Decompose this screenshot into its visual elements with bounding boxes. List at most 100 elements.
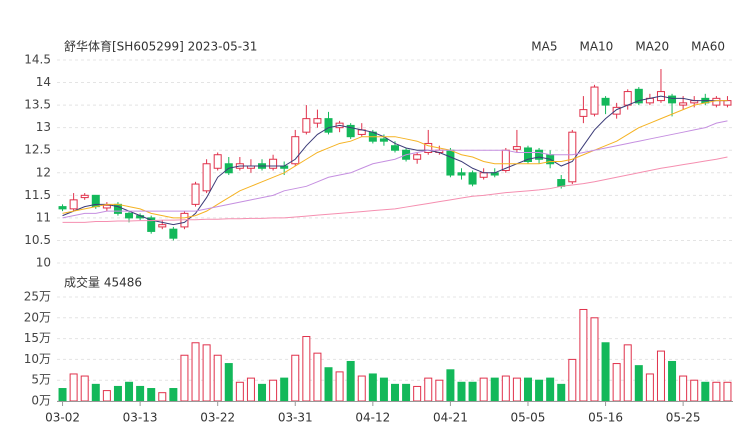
- candle-body: [623, 91, 632, 106]
- volume-bar: [501, 375, 510, 402]
- y-tick-label: 14: [36, 75, 51, 89]
- volume-bar: [125, 381, 134, 402]
- volume-bar: [357, 375, 366, 402]
- volume-bar: [368, 373, 377, 402]
- y-tick-label: 13.5: [24, 98, 51, 112]
- candle-body: [169, 228, 178, 239]
- volume-bar: [457, 381, 466, 402]
- volume-bar: [535, 379, 544, 402]
- volume-bar: [723, 381, 732, 402]
- volume-bar: [280, 377, 289, 402]
- volume-bar: [568, 358, 577, 402]
- volume-bar: [523, 377, 532, 402]
- candle-body: [679, 102, 688, 106]
- candle-body: [612, 106, 621, 115]
- volume-bar: [413, 385, 422, 402]
- candle-body: [379, 138, 388, 142]
- volume-bar: [258, 383, 267, 402]
- candle-body: [302, 118, 311, 133]
- volume-bar: [224, 363, 233, 402]
- volume-bar: [668, 360, 677, 402]
- volume-bar: [202, 344, 211, 402]
- volume-bar: [346, 360, 355, 402]
- volume-bar: [712, 381, 721, 402]
- volume-bar: [446, 369, 455, 402]
- volume-bar: [335, 371, 344, 402]
- y-tick-label: 11: [36, 210, 51, 224]
- volume-bar: [424, 377, 433, 402]
- y-tick-label: 5万: [31, 373, 51, 387]
- y-tick-label: 12: [36, 165, 51, 179]
- x-tick-label: 03-13: [123, 411, 158, 425]
- volume-bar: [557, 383, 566, 402]
- candle-body: [535, 149, 544, 160]
- volume-bar: [80, 375, 89, 402]
- y-tick-label: 25万: [24, 290, 51, 304]
- candle-body: [579, 109, 588, 117]
- volume-bar: [313, 352, 322, 402]
- volume-bar: [645, 373, 654, 402]
- volume-bar: [269, 379, 278, 402]
- candle-body: [512, 146, 521, 150]
- x-tick-label: 05-16: [588, 411, 623, 425]
- volume-bar: [512, 377, 521, 402]
- volume-bar: [546, 377, 555, 402]
- ma-line: [62, 95, 728, 226]
- candle-body: [413, 154, 422, 160]
- volume-bar: [58, 388, 67, 402]
- volume-bar: [379, 377, 388, 402]
- candle-body: [601, 97, 610, 106]
- y-tick-label: 15万: [24, 331, 51, 345]
- ma-line: [62, 100, 728, 219]
- volume-bar: [302, 336, 311, 402]
- candle-body: [213, 154, 222, 169]
- candle-body: [158, 224, 167, 228]
- volume-bar: [402, 383, 411, 402]
- candle-body: [468, 172, 477, 185]
- x-tick-label: 05-05: [511, 411, 546, 425]
- volume-bar: [634, 365, 643, 402]
- volume-bar: [701, 381, 710, 402]
- volume-bar: [468, 381, 477, 402]
- volume-bar: [679, 375, 688, 402]
- volume-bar: [623, 344, 632, 402]
- legend-entry: MA5: [531, 40, 557, 54]
- y-tick-label: 13: [36, 120, 51, 134]
- candle-body: [723, 100, 732, 106]
- volume-bar: [479, 377, 488, 402]
- y-tick-label: 10.5: [24, 233, 51, 247]
- candle-body: [479, 172, 488, 178]
- volume-bar: [191, 342, 200, 402]
- volume-bar: [169, 388, 178, 402]
- candle-body: [523, 147, 532, 162]
- candle-body: [424, 142, 433, 153]
- volume-bar: [612, 363, 621, 402]
- y-tick-label: 20万: [24, 310, 51, 324]
- candle-body: [313, 118, 322, 124]
- candle-body: [568, 131, 577, 183]
- volume-bar: [601, 342, 610, 402]
- legend-entry: MA10: [579, 40, 613, 54]
- volume-bar: [590, 317, 599, 402]
- x-tick-label: 04-21: [433, 411, 468, 425]
- y-tick-label: 10万: [24, 352, 51, 366]
- volume-bar: [158, 392, 167, 402]
- y-tick-label: 10: [36, 256, 51, 270]
- y-tick-label: 11.5: [24, 188, 51, 202]
- x-tick-label: 04-12: [355, 411, 390, 425]
- candle-body: [80, 194, 89, 199]
- chart-title: 舒华体育[SH605299] 2023-05-31: [64, 39, 257, 54]
- legend-entry: MA60: [691, 40, 725, 54]
- candle-body: [712, 97, 721, 106]
- y-tick-label: 14.5: [24, 53, 51, 67]
- candle-body: [291, 136, 300, 165]
- volume-bar: [213, 354, 222, 402]
- volume-bar: [656, 350, 665, 402]
- volume-bar: [147, 388, 156, 402]
- candle-body: [147, 217, 156, 232]
- candle-body: [269, 158, 278, 169]
- candle-body: [202, 163, 211, 192]
- volume-bar: [246, 377, 255, 402]
- volume-bar: [435, 379, 444, 402]
